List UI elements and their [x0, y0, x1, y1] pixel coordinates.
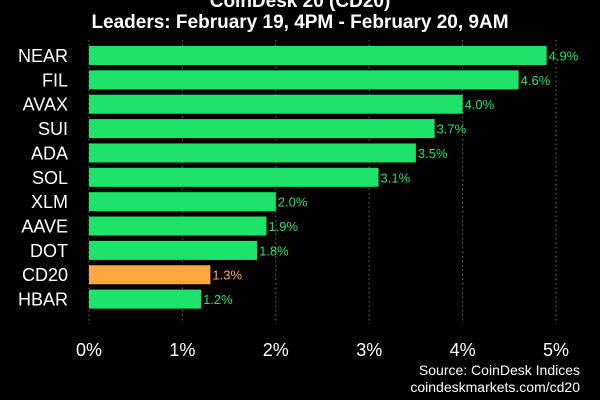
chart-subtitle: Leaders: February 19, 4PM - February 20,…	[91, 12, 509, 33]
category-label: HBAR	[18, 290, 68, 310]
x-axis-tick-labels: 0% 1% 2% 3% 4% 5%	[76, 340, 569, 360]
category-labels: NEAR FIL AVAX SUI ADA SOL XLM AAVE DOT CD20 HBAR	[18, 46, 68, 310]
bar-cd20	[89, 265, 211, 285]
value-label: 4.6%	[521, 73, 551, 88]
x-tick-label: 0%	[76, 340, 102, 360]
category-label: SUI	[38, 119, 68, 139]
category-label: CD20	[22, 265, 68, 285]
category-label: XLM	[31, 192, 68, 212]
bars	[89, 46, 547, 309]
bar-sol	[89, 167, 379, 187]
category-label: AAVE	[21, 217, 68, 237]
category-label: DOT	[30, 241, 68, 261]
value-label: 1.9%	[268, 219, 298, 234]
bar-avax	[89, 94, 463, 114]
value-label: 3.1%	[381, 170, 411, 185]
value-label: 3.7%	[437, 122, 467, 137]
chart-title-line-1: CoinDesk 20 (CD20)	[209, 0, 391, 12]
source-credit: Source: CoinDesk Indices	[418, 362, 580, 378]
value-label: 2.0%	[278, 195, 308, 210]
value-label: 4.0%	[465, 97, 495, 112]
category-label: FIL	[42, 70, 68, 90]
bar-xlm	[89, 192, 276, 212]
value-label: 1.3%	[212, 268, 242, 283]
value-labels: 4.9% 4.6% 4.0% 3.7% 3.5% 3.1% 2.0% 1.9% 1.8% 1.3%…	[203, 49, 579, 308]
bar-sui	[89, 119, 435, 139]
value-label: 3.5%	[418, 146, 448, 161]
source-url: coindeskmarkets.com/cd20	[410, 379, 580, 395]
category-label: AVAX	[23, 95, 68, 115]
category-label: ADA	[31, 143, 68, 163]
bar-ada	[89, 143, 416, 163]
bar-near	[89, 46, 547, 65]
value-label: 1.2%	[203, 292, 233, 307]
x-tick-label: 2%	[263, 340, 289, 360]
category-label: SOL	[32, 168, 68, 188]
bar-fil	[89, 70, 519, 90]
value-label: 1.8%	[259, 243, 289, 258]
bar-hbar	[89, 289, 202, 309]
x-tick-label: 3%	[356, 340, 382, 360]
bar-dot	[89, 240, 258, 260]
x-tick-label: 5%	[543, 340, 569, 360]
x-tick-label: 4%	[450, 340, 476, 360]
category-label: NEAR	[18, 46, 68, 66]
value-label: 4.9%	[549, 49, 579, 64]
bar-aave	[89, 216, 267, 236]
x-tick-label: 1%	[169, 340, 195, 360]
